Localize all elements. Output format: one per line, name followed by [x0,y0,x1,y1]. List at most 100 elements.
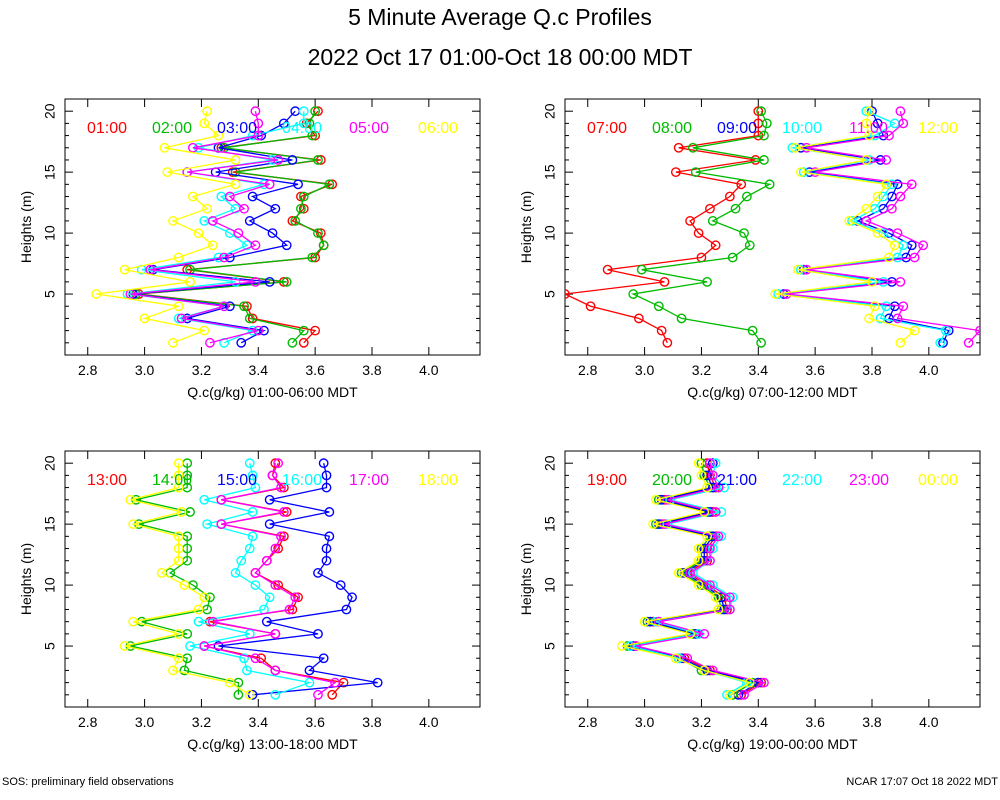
x-tick-label: 3.0 [635,362,655,378]
data-point [867,276,877,287]
plot-frame [64,450,481,708]
data-point [864,313,875,324]
panel-2: 2.8 3.0 3.2 3.4 3.6 3.8 4.0 5 10 15 20 Q.c(g/kg) 07… [518,98,981,400]
data-point [119,641,130,651]
data-point [710,592,721,603]
data-point [719,482,730,493]
data-point [861,106,872,117]
data-point [770,289,781,299]
legend-label: 15:00 [217,472,257,489]
data-point [793,264,803,275]
data-point [705,458,715,469]
data-point [673,142,684,153]
data-point [318,240,329,251]
data-point [270,580,281,590]
data-point [233,228,244,238]
legend-label: 14:00 [152,472,192,489]
x-tick-label: 3.8 [362,362,382,378]
data-point [284,604,295,615]
data-point [224,191,235,202]
data-point [250,482,261,493]
data-point [872,118,883,129]
x-tick-label: 3.0 [135,362,155,378]
x-tick-label: 3.4 [749,714,769,730]
data-point [290,106,301,117]
data-point [705,580,715,590]
data-point [193,616,204,627]
data-point [273,580,284,590]
data-point [702,470,713,481]
data-point [281,240,292,251]
data-point [744,240,755,251]
data-point [236,555,247,566]
data-point [239,653,249,664]
y-tick-label: 15 [42,516,58,532]
data-point [247,470,258,481]
data-point [756,106,767,117]
y-axis-label: Heights (m) [18,543,34,615]
data-point [844,216,855,226]
data-point [173,628,184,639]
data-point [264,592,275,603]
plot-frame [564,450,981,708]
series-line-0300 [133,110,299,344]
data-point [318,458,329,469]
data-point [756,337,767,348]
y-tick-label: 20 [42,455,58,471]
data-point [699,665,710,676]
data-point [710,458,721,469]
data-point [253,118,264,129]
data-point [202,519,213,530]
data-point [796,264,806,275]
x-tick-label: 3.4 [749,362,769,378]
data-point [298,191,309,202]
series-line-0600 [96,111,236,344]
y-tick-label: 20 [42,103,58,119]
data-point [963,337,974,348]
data-point [702,482,713,493]
data-point [707,580,718,590]
data-point [744,677,755,688]
data-point [202,203,213,214]
data-point [335,580,346,590]
data-point [313,228,323,238]
x-tick-label: 3.4 [249,362,269,378]
data-point [199,641,210,651]
x-axis-label: Q.c(g/kg) 13:00-18:00 MDT [187,736,358,752]
data-point [270,689,281,700]
data-point [199,325,210,336]
y-tick-label: 15 [542,164,558,180]
y-tick-label: 15 [42,164,58,180]
data-point [705,543,715,554]
x-tick-label: 3.8 [862,714,882,730]
data-point [585,301,596,312]
data-point [202,106,213,117]
series-line-1800 [124,463,251,696]
data-point [861,118,872,129]
data-point [702,531,713,542]
data-point [869,301,880,312]
data-point [250,580,261,590]
data-point [125,494,136,505]
legend-label: 00:00 [918,472,958,489]
series-line-1200 [775,111,916,344]
data-point [636,264,647,275]
data-point [230,179,241,190]
legend-label: 11:00 [849,120,888,137]
data-point [702,276,713,287]
data-point [696,470,707,481]
data-point [264,494,275,505]
x-tick-label: 3.2 [192,714,212,730]
data-point [168,216,178,226]
data-point [705,203,715,214]
data-point [670,653,681,664]
data-point [273,458,284,469]
data-point [727,592,738,603]
x-tick-label: 3.4 [249,714,269,730]
data-point [304,118,315,129]
data-point [713,592,724,603]
data-point [139,313,150,324]
legend-label: 06:00 [418,120,458,137]
data-point [656,325,667,336]
